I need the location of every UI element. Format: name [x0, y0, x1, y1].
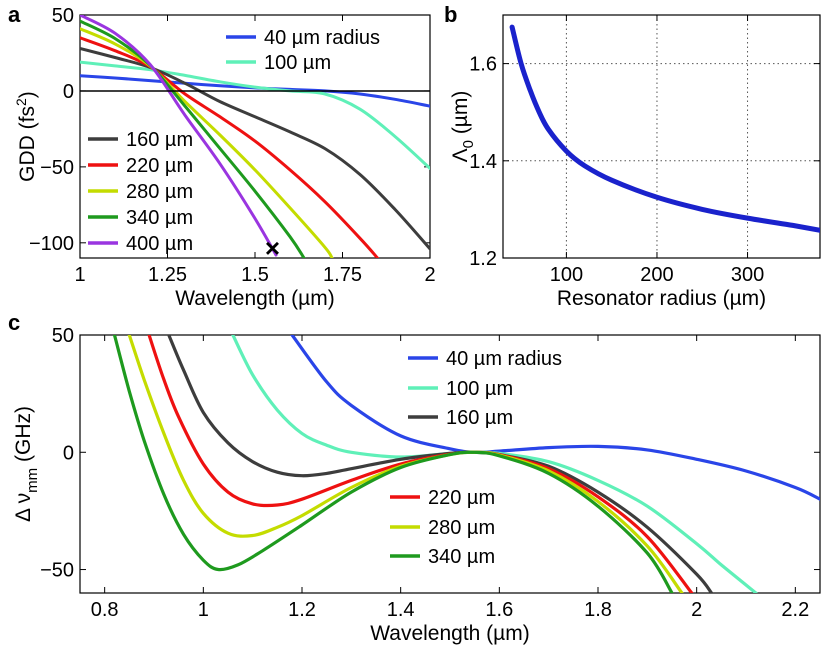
a-ytick-label: −50 [40, 157, 74, 179]
b-series-group [509, 24, 820, 233]
c-legend-label: 220 µm [428, 487, 495, 509]
a-xtick-label: 2 [424, 264, 435, 286]
c-series-6 [112, 335, 674, 593]
c-xtick-label: 1.6 [485, 599, 513, 621]
c-xtick-label: 2 [691, 599, 702, 621]
a-legend-label: 100 µm [264, 52, 331, 74]
a-legend-label: 280 µm [126, 181, 193, 203]
c-xtick-label: 0.8 [91, 599, 119, 621]
b-xtick-label: 300 [731, 264, 764, 286]
b-xlabel: Resonator radius (µm) [557, 287, 766, 310]
a-series-2 [80, 60, 430, 170]
a-series-4 [80, 36, 379, 258]
b-ytick-label: 1.4 [469, 151, 497, 173]
a-legend-label: 340 µm [126, 207, 193, 229]
c-ylabel: Δ νmm (GHz) [12, 406, 41, 522]
a-legend-label: 40 µm radius [264, 27, 380, 49]
a-cross-marker: × [265, 233, 280, 263]
b-ylabel: Λ0 (µm) [449, 91, 477, 163]
c-xlabel: Wavelength (µm) [370, 622, 530, 645]
a-series-3 [80, 46, 430, 251]
c-series-4 [147, 335, 694, 593]
c-legend-label: 40 µm radius [446, 348, 562, 370]
c-panel-label: c [8, 310, 20, 335]
c-legend-label: 280 µm [428, 517, 495, 539]
a-legend-label: 160 µm [126, 129, 193, 151]
a-ytick-label: 50 [52, 5, 74, 27]
c-xtick-label: 1.2 [288, 599, 316, 621]
b-ytick-label: 1.2 [469, 248, 497, 270]
a-xlabel: Wavelength (µm) [175, 287, 335, 310]
a-ytick-label: −100 [29, 233, 74, 255]
c-series-1 [290, 335, 820, 501]
c-legend-label: 340 µm [428, 546, 495, 568]
a-series-7 [80, 15, 278, 257]
a-xtick-label: 1.25 [148, 264, 187, 286]
c-ytick-label: 0 [63, 442, 74, 464]
c-ytick-label: 50 [52, 325, 74, 347]
a-series-5 [80, 27, 334, 258]
c-series-group [112, 335, 820, 593]
b-xtick-label: 100 [550, 264, 583, 286]
c-series-3 [167, 335, 714, 593]
a-xtick-label: 1 [74, 264, 85, 286]
c-xtick-label: 2.2 [781, 599, 809, 621]
b-series-1 [509, 24, 820, 233]
b-panel-label: b [444, 2, 457, 27]
a-ylabel: GDD (fs2) [13, 91, 39, 182]
c-xtick-label: 1.4 [387, 599, 415, 621]
a-legend-label: 400 µm [126, 233, 193, 255]
c-series-5 [127, 335, 684, 593]
a-series-group [80, 15, 430, 258]
a-panel-label: a [8, 2, 21, 27]
b-xtick-label: 200 [640, 264, 673, 286]
c-xtick-label: 1 [198, 599, 209, 621]
c-ytick-label: −50 [40, 560, 74, 582]
a-series-6 [80, 19, 306, 258]
a-xtick-label: 1.75 [323, 264, 362, 286]
b-axes-frame [502, 14, 821, 259]
c-legend-label: 100 µm [446, 378, 513, 400]
c-axes-frame [79, 334, 821, 594]
c-xtick-label: 1.8 [584, 599, 612, 621]
a-ytick-label: 0 [63, 81, 74, 103]
a-legend-label: 220 µm [126, 155, 193, 177]
c-legend-label: 160 µm [446, 407, 513, 429]
a-xtick-label: 1.5 [241, 264, 269, 286]
b-ytick-label: 1.6 [469, 54, 497, 76]
